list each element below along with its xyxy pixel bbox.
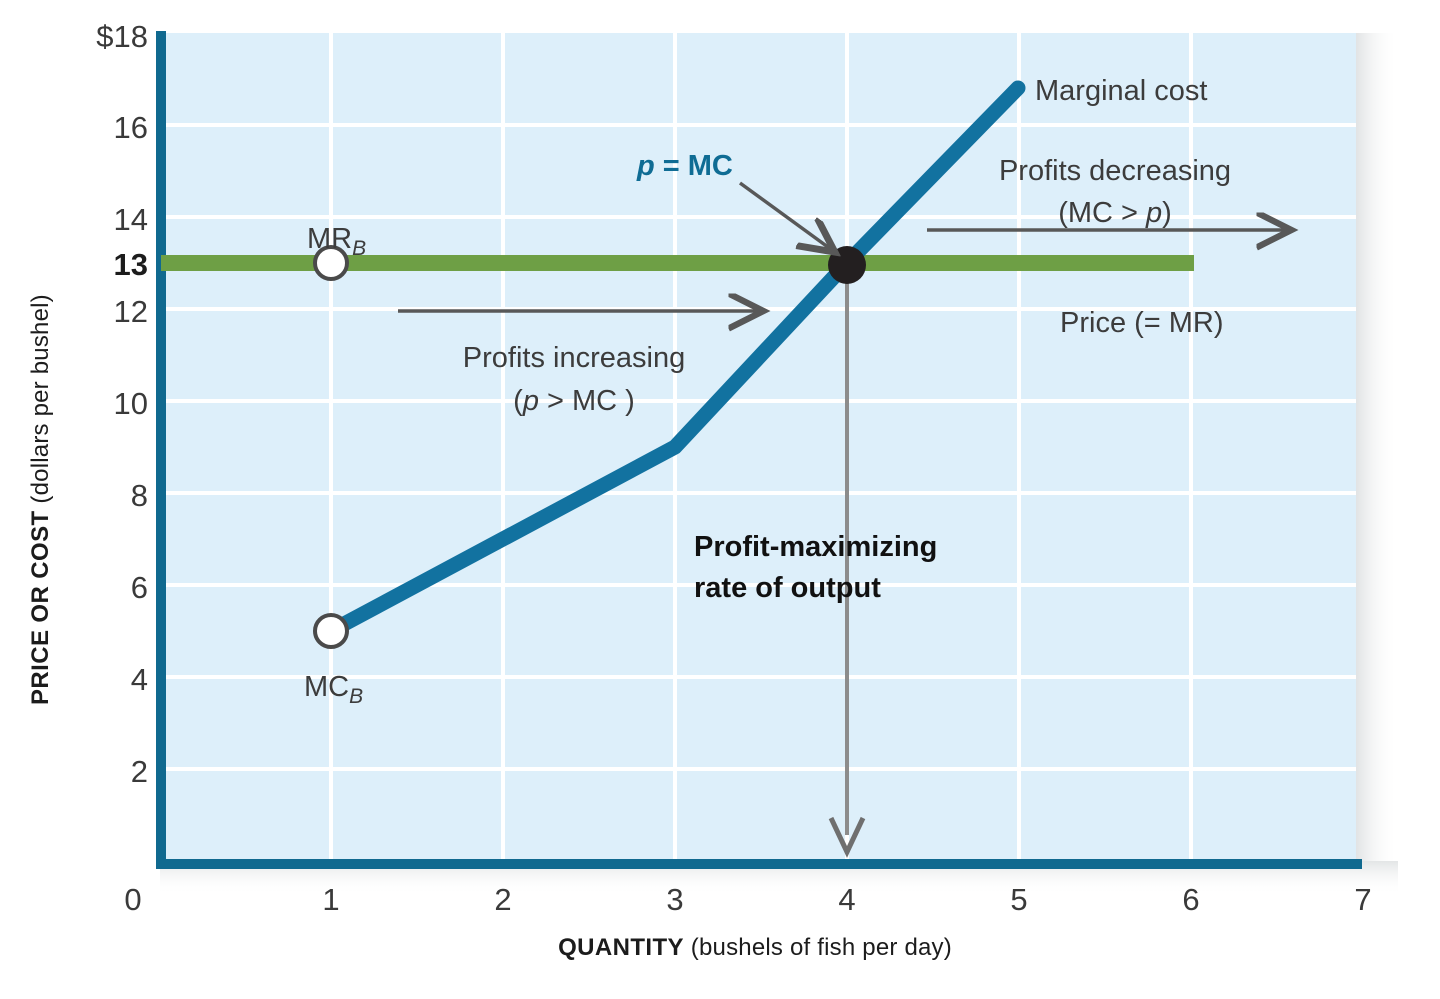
p-equals-mc-rest: = MC <box>655 150 733 182</box>
mr-b-marker <box>313 245 349 281</box>
y-axis-title-bold: PRICE OR COST <box>27 510 54 705</box>
profit-max-line1: Profit-maximizing <box>694 531 937 563</box>
profits-decreasing-line2: (MC > p) <box>1058 197 1172 229</box>
price-mr-label: Price (= MR) <box>1060 307 1224 339</box>
profits-decreasing-line1: Profits decreasing <box>999 155 1231 187</box>
mr-b-label-main: MR <box>307 223 352 255</box>
y-tick-6: 6 <box>131 570 148 605</box>
y-tick-10: 10 <box>114 386 148 421</box>
y-tick-16: 16 <box>114 110 148 145</box>
profit-max-line2: rate of output <box>694 572 881 604</box>
profits-increasing-rest: > MC ) <box>539 385 635 417</box>
mr-b-label: MRB <box>307 223 366 260</box>
x-tick-0: 0 <box>124 882 141 917</box>
x-tick-1: 1 <box>322 882 339 917</box>
x-tick-2: 2 <box>494 882 511 917</box>
mr-b-label-sub: B <box>352 237 366 260</box>
p-equals-mc-arrow <box>738 181 832 250</box>
y-tick-14: 14 <box>114 202 148 237</box>
x-axis-title-rest: (bushels of fish per day) <box>684 934 952 961</box>
x-tick-6: 6 <box>1182 882 1199 917</box>
y-axis-title-rest: (dollars per bushel) <box>27 294 54 510</box>
mc-b-label-sub: B <box>349 685 363 708</box>
profits-decreasing-post: ) <box>1162 197 1172 229</box>
y-tick-4: 4 <box>131 662 148 697</box>
y-tick-12: 12 <box>114 294 148 329</box>
profits-increasing-paren-open: ( <box>513 385 523 417</box>
x-axis-title: QUANTITY (bushels of fish per day) <box>558 934 952 961</box>
x-tick-3: 3 <box>666 882 683 917</box>
y-tick-13: 13 <box>114 247 148 282</box>
y-tick-2: 2 <box>131 754 148 789</box>
horizontal-gridlines <box>160 123 1356 771</box>
profits-decreasing-p: p <box>1145 197 1162 229</box>
p-equals-mc-p: p <box>636 150 655 182</box>
plot-right-shadow <box>1356 33 1398 861</box>
plot-background <box>160 33 1356 861</box>
profits-increasing-line1: Profits increasing <box>463 342 685 374</box>
mc-b-label: MCB <box>304 671 363 708</box>
x-tick-5: 5 <box>1010 882 1027 917</box>
profits-decreasing-pre: (MC > <box>1058 197 1146 229</box>
marginal-cost-label: Marginal cost <box>1035 75 1207 107</box>
y-tick-18: $18 <box>96 19 148 54</box>
marginal-cost-curve <box>323 80 1026 639</box>
p-equals-mc-label: p = MC <box>636 150 733 182</box>
x-tick-7: 7 <box>1354 882 1371 917</box>
profit-max-arrowhead <box>828 816 866 858</box>
mc-b-label-main: MC <box>304 671 349 703</box>
profits-increasing-line2: (p > MC ) <box>513 385 635 417</box>
intersection-dot <box>828 246 866 284</box>
y-axis-title: PRICE OR COST (dollars per bushel) <box>27 294 54 705</box>
y-tick-8: 8 <box>131 478 148 513</box>
profits-increasing-p: p <box>522 385 539 417</box>
mc-b-marker <box>313 613 349 649</box>
x-tick-4: 4 <box>838 882 855 917</box>
x-axis-title-bold: QUANTITY <box>558 934 684 961</box>
